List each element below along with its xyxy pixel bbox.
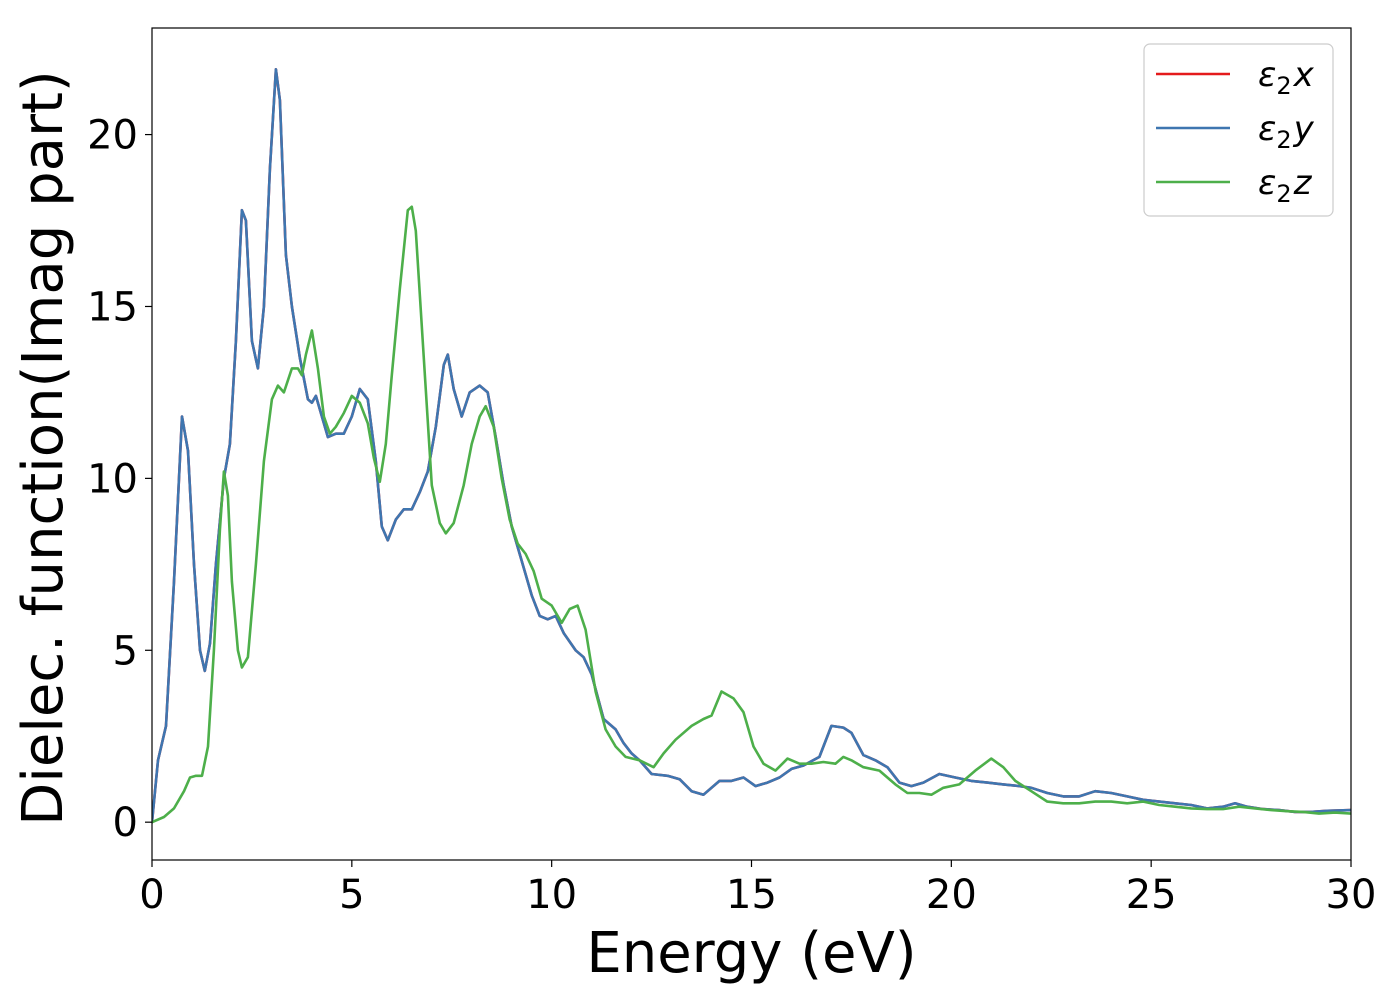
series-layer (152, 68, 1351, 824)
legend-label-x: ε2x (1258, 55, 1315, 100)
x-tick-label: 25 (1126, 872, 1177, 918)
series-line-y (152, 68, 1351, 824)
y-tick-label: 15 (87, 284, 138, 330)
y-axis-label: Dielec. function(Imag part) (11, 70, 76, 826)
y-tick-label: 20 (87, 113, 138, 159)
x-tick-label: 5 (339, 872, 364, 918)
x-axis: 0 5 10 15 20 25 30 (139, 860, 1376, 918)
y-tick-label: 0 (113, 800, 138, 846)
legend: ε2x ε2y ε2z (1143, 43, 1334, 217)
legend-label-z: ε2z (1258, 163, 1313, 208)
x-tick-label: 30 (1326, 872, 1377, 918)
legend-box (1143, 43, 1334, 217)
x-axis-label: Energy (eV) (586, 921, 916, 986)
series-line-z (152, 205, 1351, 824)
x-tick-label: 0 (139, 872, 164, 918)
y-axis: 0 5 10 15 20 (87, 113, 152, 846)
y-tick-label: 10 (87, 456, 138, 502)
legend-label-y: ε2y (1258, 109, 1315, 154)
x-tick-label: 20 (926, 872, 977, 918)
x-tick-label: 10 (526, 872, 577, 918)
y-tick-label: 5 (113, 628, 138, 674)
x-tick-label: 15 (726, 872, 777, 918)
